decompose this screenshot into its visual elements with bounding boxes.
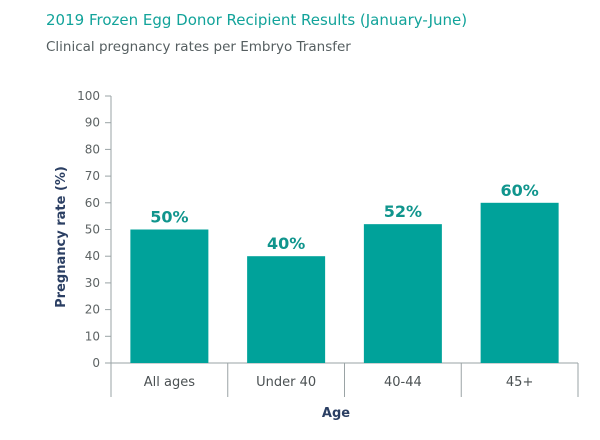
y-tick-label: 0 xyxy=(92,356,100,370)
y-tick-label: 30 xyxy=(85,276,100,290)
bar xyxy=(480,202,559,363)
y-tick-label: 70 xyxy=(85,169,100,183)
y-tick-label: 100 xyxy=(77,89,100,103)
chart-subtitle: Clinical pregnancy rates per Embryo Tran… xyxy=(46,39,351,55)
y-tick-label: 60 xyxy=(85,196,100,210)
bars xyxy=(130,202,559,363)
x-tick-label: 45+ xyxy=(506,375,533,390)
value-labels: 50% 40% 52% 60% xyxy=(150,181,539,253)
x-tick-label: 40-44 xyxy=(384,375,422,390)
bar xyxy=(130,229,209,363)
x-tick-label: All ages xyxy=(144,375,195,390)
y-tick-label: 90 xyxy=(85,116,100,130)
bar xyxy=(363,224,442,363)
bar-value-label: 40% xyxy=(267,234,305,253)
y-tick-label: 40 xyxy=(85,249,100,263)
bar-value-label: 52% xyxy=(384,202,422,221)
bar xyxy=(247,256,326,363)
y-tick-label: 10 xyxy=(85,329,100,343)
x-axis-title: Age xyxy=(322,406,350,421)
chart-title: 2019 Frozen Egg Donor Recipient Results … xyxy=(46,11,468,29)
y-axis: 0 10 20 30 40 50 60 70 80 90 100 xyxy=(77,89,112,370)
y-tick-label: 20 xyxy=(85,303,100,317)
y-tick-label: 80 xyxy=(85,142,100,156)
x-axis: All ages Under 40 40-44 45+ xyxy=(110,362,579,397)
bar-value-label: 60% xyxy=(500,181,538,200)
x-tick-label: Under 40 xyxy=(256,375,316,390)
y-tick-label: 50 xyxy=(85,223,100,237)
bar-value-label: 50% xyxy=(150,208,188,227)
y-axis-title: Pregnancy rate (%) xyxy=(54,166,69,308)
